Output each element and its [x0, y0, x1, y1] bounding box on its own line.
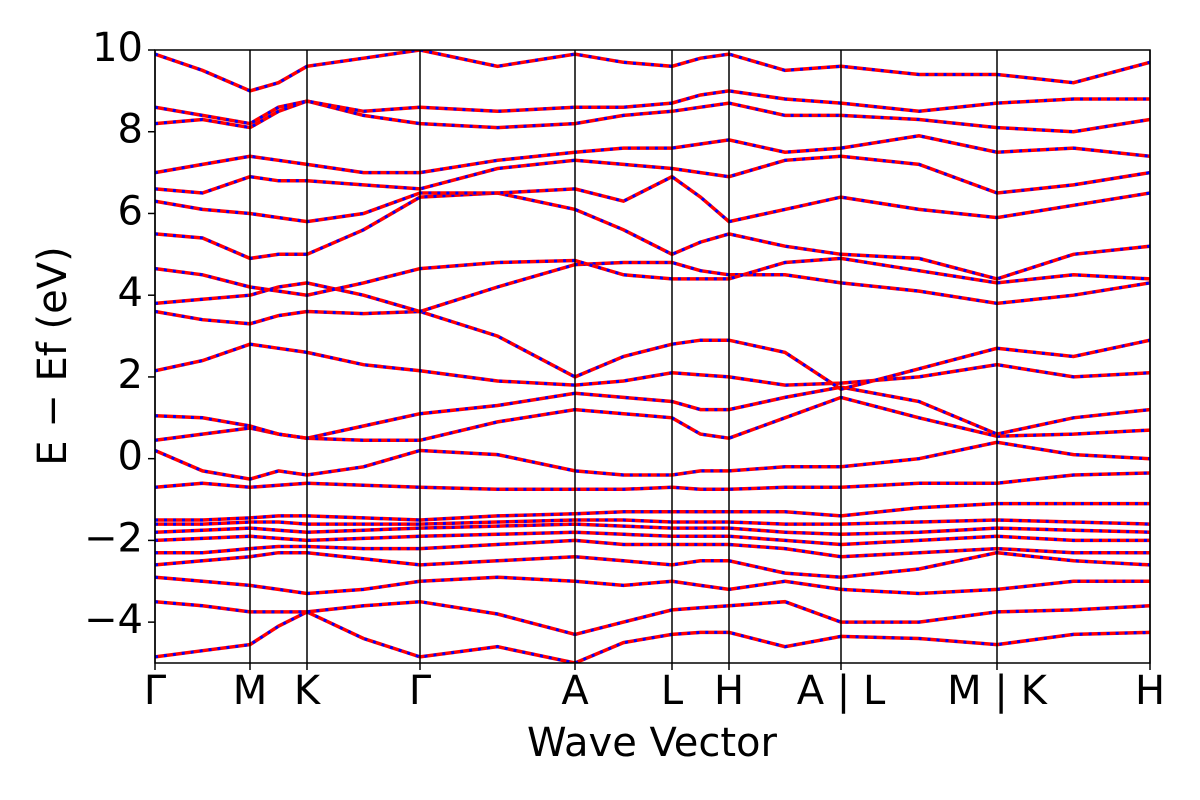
- band-line-dashed: [155, 610, 1150, 663]
- x-tick-label: K: [294, 668, 322, 714]
- band-line-dashed: [155, 174, 1150, 224]
- band-line-dashed: [155, 600, 1150, 636]
- band-line-dashed: [155, 395, 1150, 442]
- band-line-dashed: [155, 309, 1150, 391]
- x-tick-label: A | L: [797, 668, 886, 714]
- band-line-dashed: [155, 471, 1150, 491]
- band-line-dashed: [155, 89, 1150, 126]
- band-line-dashed: [155, 530, 1150, 547]
- band-line-dashed: [155, 551, 1150, 579]
- y-tick-label: 2: [118, 352, 143, 398]
- y-axis-label: E − Ef (eV): [30, 246, 76, 465]
- band-line: [155, 134, 1150, 175]
- band-line: [155, 50, 1150, 93]
- band-line-dashed: [155, 575, 1150, 596]
- band-line: [155, 575, 1150, 596]
- y-tick-label: 4: [118, 270, 143, 316]
- y-tick-label: −4: [84, 597, 143, 643]
- band-line: [155, 385, 1150, 440]
- band-line: [155, 550, 1150, 579]
- band-line: [155, 89, 1150, 126]
- band-line-dashed: [155, 538, 1150, 559]
- band-line-dashed: [155, 522, 1150, 536]
- x-tick-label: L: [661, 668, 684, 714]
- band-line-dashed: [155, 191, 1150, 281]
- x-tick-label: Γ: [409, 668, 432, 714]
- x-tick-label: M: [233, 668, 268, 714]
- band-line-dashed: [155, 342, 1150, 387]
- band-line-dashed: [155, 385, 1150, 440]
- band-line-dashed: [155, 99, 1150, 134]
- x-tick-label: H: [1135, 668, 1165, 714]
- y-tick-label: 0: [118, 434, 143, 480]
- band-line-dashed: [155, 256, 1150, 297]
- y-tick-label: 8: [118, 107, 143, 153]
- band-line-dashed: [155, 518, 1150, 526]
- band-line-dashed: [155, 50, 1150, 93]
- x-axis-label: Wave Vector: [527, 720, 778, 766]
- y-tick-label: −2: [84, 515, 143, 561]
- band-line: [155, 599, 1150, 637]
- plot-frame: [154, 49, 1151, 664]
- x-tick-label: A: [561, 668, 589, 714]
- band-line-dashed: [155, 440, 1150, 481]
- x-tick-label: M | K: [947, 668, 1048, 714]
- x-tick-label: Γ: [144, 668, 167, 714]
- band-line-dashed: [155, 154, 1150, 195]
- band-line: [155, 174, 1150, 224]
- band-line: [155, 260, 1150, 314]
- x-tick-label: H: [714, 668, 744, 714]
- y-tick-label: 6: [118, 188, 143, 234]
- band-line-dashed: [155, 502, 1150, 522]
- bands: [155, 50, 1150, 663]
- band-line: [155, 191, 1150, 281]
- y-tick-label: 10: [92, 25, 143, 71]
